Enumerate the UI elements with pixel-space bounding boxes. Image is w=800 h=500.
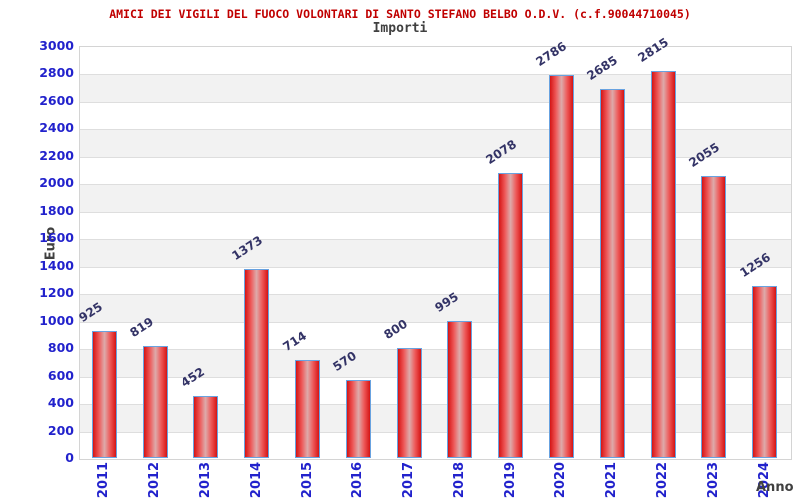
bar-2024	[752, 285, 777, 458]
x-tick-label: 2017	[401, 461, 416, 499]
x-tick-label: 2012	[147, 461, 162, 499]
x-tick-label: 2016	[350, 461, 365, 499]
grid-band	[80, 74, 791, 102]
bar-2022	[651, 71, 676, 458]
x-tick-label: 2020	[553, 461, 568, 499]
y-tick-label: 2400	[39, 120, 74, 136]
grid-band	[80, 101, 791, 129]
y-tick-label: 2200	[39, 147, 74, 163]
chart-title: AMICI DEI VIGILI DEL FUOCO VOLONTARI DI …	[109, 7, 691, 21]
y-tick-label: 600	[47, 367, 74, 383]
bar-2019	[498, 172, 523, 458]
x-tick-label: 2015	[300, 461, 315, 499]
grid-band	[80, 376, 791, 404]
grid-band	[80, 266, 791, 294]
bar-2014	[244, 269, 269, 458]
y-tick-label: 200	[47, 422, 74, 438]
bar-2012	[143, 345, 168, 458]
x-tick-label: 2018	[452, 461, 467, 499]
x-axis-title: Anno	[756, 480, 794, 495]
grid-band	[80, 211, 791, 239]
grid-band	[80, 404, 791, 432]
y-tick-label: 3000	[39, 38, 74, 53]
y-tick-label: 400	[47, 395, 74, 411]
x-tick-label: 2014	[249, 461, 264, 499]
bar-2011	[92, 330, 117, 458]
plot-area	[79, 46, 792, 460]
bar-2013	[193, 395, 218, 458]
y-tick-label: 2000	[39, 175, 74, 191]
bar-2020	[549, 75, 574, 458]
grid-band	[80, 431, 791, 459]
x-tick-label: 2022	[655, 461, 670, 499]
bar-2021	[600, 89, 625, 458]
grid-band	[80, 129, 791, 157]
y-tick-label: 2600	[39, 92, 74, 108]
x-tick-label: 2023	[706, 461, 721, 499]
y-tick-label: 1200	[39, 285, 74, 301]
x-tick-label: 2019	[503, 461, 518, 499]
y-tick-label: 0	[65, 450, 74, 465]
grid-band	[80, 321, 791, 349]
grid-band	[80, 239, 791, 267]
grid-band	[80, 156, 791, 184]
x-tick-label: 2013	[198, 461, 213, 499]
bar-2016	[346, 379, 371, 458]
y-tick-label: 1600	[39, 230, 74, 246]
bar-2017	[397, 348, 422, 458]
bar-2015	[295, 359, 320, 458]
grid-band	[80, 47, 791, 74]
y-tick-label: 2800	[39, 65, 74, 81]
y-tick-label: 800	[47, 340, 74, 356]
y-tick-label: 1000	[39, 312, 74, 328]
y-tick-label: 1400	[39, 257, 74, 273]
bar-2018	[447, 321, 472, 458]
bar-2023	[701, 175, 726, 458]
x-tick-label: 2011	[96, 461, 111, 499]
grid-band	[80, 184, 791, 212]
y-tick-label: 1800	[39, 202, 74, 218]
x-tick-label: 2021	[604, 461, 619, 499]
chart-subtitle: Importi	[372, 21, 428, 36]
